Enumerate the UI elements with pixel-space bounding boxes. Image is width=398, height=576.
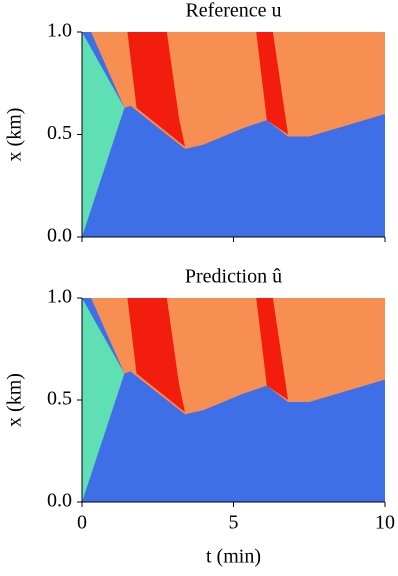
panel-title: Reference u bbox=[185, 0, 281, 22]
heatmap bbox=[82, 298, 385, 502]
y-tick-label: 1.0 bbox=[47, 20, 72, 42]
heatmap bbox=[82, 32, 385, 237]
y-tick-label: 0.0 bbox=[47, 490, 72, 512]
y-tick-label: 0.0 bbox=[47, 225, 72, 247]
y-tick-label: 1.0 bbox=[47, 286, 72, 308]
x-tick-label: 5 bbox=[229, 512, 239, 534]
x-axis-label: t (min) bbox=[206, 546, 261, 568]
field-region bbox=[127, 298, 186, 413]
field-region bbox=[82, 298, 125, 502]
field-region bbox=[256, 32, 289, 135]
x-tick-label: 10 bbox=[375, 512, 395, 534]
y-tick-label: 0.5 bbox=[47, 122, 72, 144]
x-tick-label: 0 bbox=[77, 512, 87, 534]
field-region bbox=[82, 32, 125, 237]
field-region bbox=[256, 298, 289, 400]
y-axis-label: x (km) bbox=[4, 108, 26, 162]
y-tick-label: 0.5 bbox=[47, 388, 72, 410]
panel-title: Prediction û bbox=[185, 266, 282, 288]
field-region bbox=[127, 32, 186, 147]
y-axis-label: x (km) bbox=[4, 373, 26, 427]
